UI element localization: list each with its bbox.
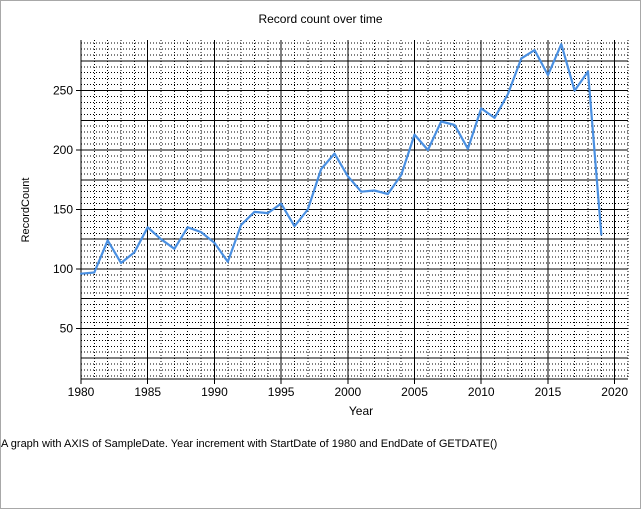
- series-line: [79, 43, 603, 275]
- data-point: [493, 117, 496, 119]
- x-axis-label: Year: [349, 404, 373, 418]
- chart-title: Record count over time: [258, 12, 383, 26]
- data-point: [600, 233, 603, 236]
- data-point: [453, 124, 456, 126]
- x-tick-label: 1980: [68, 385, 95, 399]
- data-point: [333, 152, 336, 155]
- data-point: [213, 242, 216, 244]
- data-point: [507, 93, 509, 95]
- y-tick-label: 50: [60, 321, 74, 335]
- data-point: [547, 74, 549, 76]
- x-tick-label: 2000: [334, 385, 361, 399]
- data-point: [173, 247, 176, 250]
- x-tick-label: 1985: [134, 385, 161, 399]
- data-point: [226, 261, 229, 263]
- data-point: [400, 174, 402, 176]
- data-point: [120, 262, 122, 264]
- data-point: [133, 251, 136, 254]
- x-tick-label: 1995: [268, 385, 295, 399]
- x-axis-ticks: 1980 1985 1990 1995 2000 2005 2010 2015 2020: [68, 379, 628, 399]
- data-point: [253, 211, 256, 213]
- x-tick-label: 1990: [201, 385, 228, 399]
- data-point: [427, 149, 429, 151]
- data-point: [347, 175, 349, 177]
- y-axis-label: RecordCount: [20, 178, 32, 243]
- data-point: [320, 168, 322, 170]
- data-point: [160, 238, 162, 241]
- data-point: [533, 49, 536, 51]
- data-point: [93, 271, 96, 274]
- data-point: [146, 226, 149, 229]
- x-tick-label: 2020: [601, 385, 628, 399]
- data-point: [413, 133, 416, 136]
- data-point: [573, 89, 576, 92]
- data-point: [293, 225, 296, 227]
- data-point: [587, 70, 589, 73]
- data-point: [80, 272, 82, 275]
- data-point: [467, 148, 469, 150]
- data-point: [360, 190, 362, 193]
- y-tick-label: 200: [53, 143, 73, 157]
- data-point: [266, 212, 269, 214]
- data-point: [280, 202, 282, 205]
- data-point: [560, 43, 563, 45]
- major-grid: [80, 40, 628, 379]
- data-point: [200, 231, 202, 233]
- line-chart: 1980 1985 1990 1995 2000 2005 2010 2015 2020 50 1…: [20, 40, 629, 418]
- data-point: [480, 107, 483, 110]
- x-tick-label: 2010: [468, 385, 495, 399]
- data-point: [373, 189, 376, 192]
- y-tick-label: 100: [53, 262, 73, 276]
- data-point: [387, 193, 389, 195]
- data-point: [307, 208, 309, 211]
- y-axis-ticks: 50 100 150 200 250: [53, 84, 81, 335]
- caption-text: A graph with AXIS of SampleDate. Year in…: [1, 438, 498, 450]
- x-tick-label: 2015: [535, 385, 562, 399]
- data-point: [440, 120, 443, 123]
- data-point: [520, 57, 523, 60]
- data-point: [106, 239, 109, 242]
- data-point: [186, 226, 189, 229]
- y-tick-label: 150: [53, 203, 73, 217]
- y-tick-label: 250: [53, 84, 73, 98]
- data-point: [240, 224, 242, 226]
- series-layer: [79, 43, 603, 275]
- x-tick-label: 2005: [401, 385, 428, 399]
